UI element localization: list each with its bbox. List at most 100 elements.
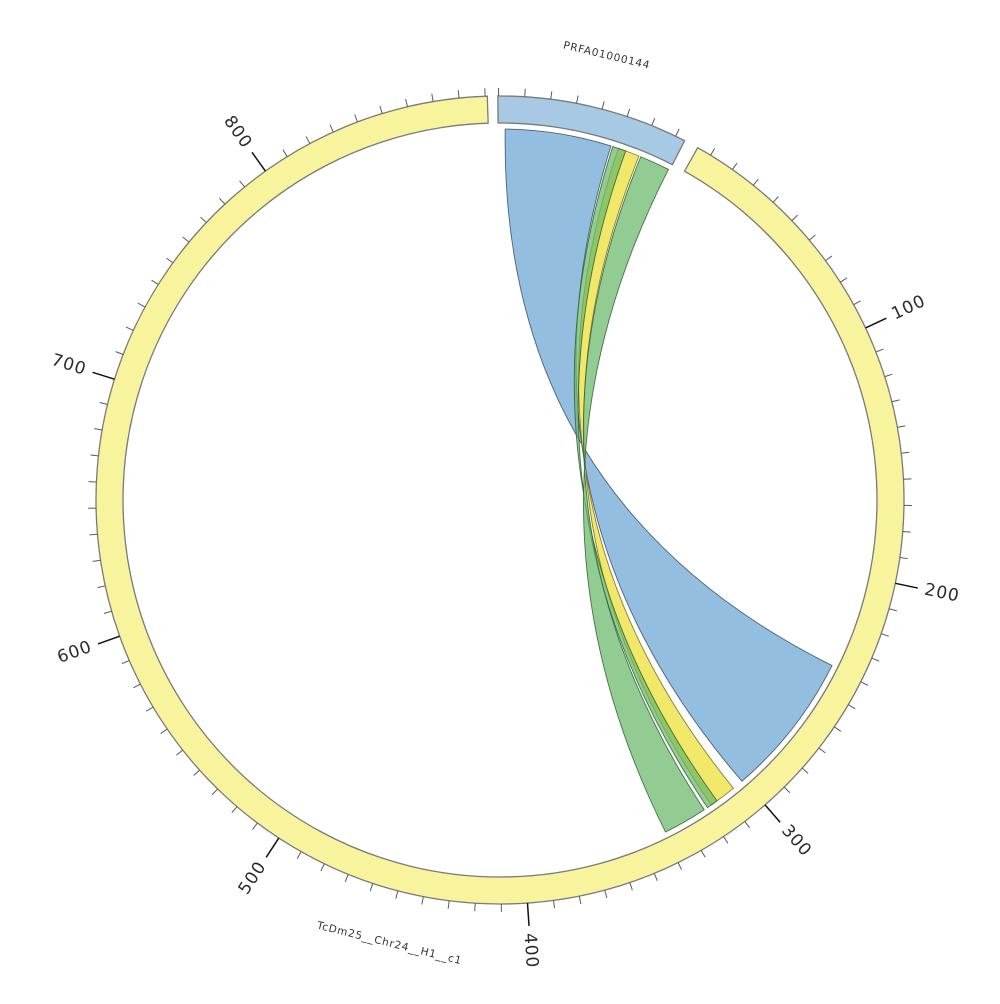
minor-tick bbox=[605, 890, 607, 898]
minor-tick bbox=[745, 821, 750, 827]
minor-tick bbox=[240, 181, 245, 187]
minor-tick bbox=[201, 217, 207, 222]
minor-tick bbox=[819, 748, 825, 753]
minor-tick bbox=[94, 429, 102, 430]
chromosome-label-PRFA01000144: PRFA01000144 bbox=[562, 39, 651, 71]
minor-tick bbox=[834, 727, 841, 731]
minor-tick bbox=[753, 179, 758, 185]
minor-tick bbox=[219, 198, 224, 204]
minor-tick bbox=[183, 237, 189, 242]
minor-tick bbox=[422, 897, 424, 905]
minor-tick bbox=[861, 682, 868, 686]
minor-tick bbox=[146, 707, 153, 711]
minor-tick bbox=[723, 837, 727, 844]
minor-tick bbox=[396, 891, 398, 899]
minor-tick bbox=[885, 374, 893, 376]
minor-tick bbox=[283, 150, 287, 157]
minor-tick bbox=[854, 301, 861, 305]
minor-tick bbox=[104, 611, 112, 613]
major-tick bbox=[527, 903, 529, 926]
tick-label: 200 bbox=[923, 580, 962, 607]
minor-tick bbox=[889, 609, 897, 611]
minor-tick bbox=[676, 129, 679, 136]
tick-label: 500 bbox=[235, 858, 271, 899]
tick-label: 100 bbox=[888, 291, 929, 324]
minor-tick bbox=[166, 258, 172, 263]
minor-tick bbox=[701, 850, 705, 857]
major-tick bbox=[98, 636, 120, 644]
chromosome-label-TcDm25__Chr24__H1__c1: TcDm25__Chr24__H1__c1 bbox=[315, 919, 464, 967]
major-tick bbox=[866, 318, 887, 328]
minor-tick bbox=[652, 118, 655, 125]
minor-tick bbox=[901, 452, 909, 453]
minor-tick bbox=[577, 95, 579, 103]
minor-tick bbox=[432, 94, 433, 102]
minor-tick bbox=[458, 90, 459, 98]
minor-tick bbox=[93, 560, 101, 561]
minor-tick bbox=[711, 148, 715, 155]
tick-label: 700 bbox=[49, 350, 89, 380]
minor-tick bbox=[152, 280, 159, 284]
minor-tick bbox=[602, 101, 604, 109]
minor-tick bbox=[306, 136, 310, 143]
minor-tick bbox=[161, 729, 168, 734]
minor-tick bbox=[253, 823, 258, 829]
tick-label: 800 bbox=[219, 112, 256, 152]
minor-tick bbox=[297, 852, 301, 859]
major-tick bbox=[895, 583, 918, 588]
minor-tick bbox=[903, 532, 911, 533]
minor-tick bbox=[321, 864, 324, 871]
minor-tick bbox=[678, 863, 682, 870]
major-tick bbox=[266, 838, 279, 857]
minor-tick bbox=[122, 661, 129, 664]
minor-tick bbox=[792, 215, 798, 221]
minor-tick bbox=[897, 426, 905, 427]
minor-tick bbox=[840, 278, 847, 282]
minor-tick bbox=[802, 768, 808, 773]
minor-tick bbox=[212, 789, 218, 795]
minor-tick bbox=[133, 684, 140, 688]
minor-tick bbox=[773, 196, 778, 202]
minor-tick bbox=[784, 787, 790, 793]
minor-tick bbox=[100, 402, 108, 404]
tick-label: 600 bbox=[55, 637, 95, 668]
minor-tick bbox=[809, 235, 815, 240]
minor-tick bbox=[370, 883, 373, 891]
minor-tick bbox=[732, 163, 737, 170]
minor-tick bbox=[330, 125, 333, 132]
tick-label: 400 bbox=[520, 932, 542, 969]
minor-tick bbox=[881, 634, 889, 637]
minor-tick bbox=[448, 901, 449, 909]
chromosome-band-TcDm25__Chr24__H1__c1 bbox=[96, 96, 904, 904]
minor-tick bbox=[876, 349, 883, 352]
minor-tick bbox=[579, 896, 581, 904]
minor-tick bbox=[627, 109, 630, 117]
minor-tick bbox=[892, 400, 900, 402]
minor-tick bbox=[406, 99, 408, 107]
minor-tick bbox=[97, 586, 105, 588]
major-tick bbox=[765, 805, 780, 822]
minor-tick bbox=[355, 114, 358, 121]
minor-tick bbox=[872, 658, 879, 661]
minor-tick bbox=[232, 807, 237, 813]
minor-tick bbox=[630, 883, 633, 891]
minor-tick bbox=[176, 750, 182, 755]
minor-tick bbox=[551, 91, 552, 99]
minor-tick bbox=[126, 327, 133, 330]
major-tick bbox=[252, 152, 265, 171]
minor-tick bbox=[654, 873, 657, 880]
minor-tick bbox=[194, 770, 200, 775]
minor-tick bbox=[380, 106, 382, 114]
minor-tick bbox=[825, 256, 831, 261]
minor-tick bbox=[554, 900, 555, 908]
minor-tick bbox=[848, 705, 855, 709]
tick-label: 300 bbox=[777, 821, 815, 861]
minor-tick bbox=[90, 455, 98, 456]
minor-tick bbox=[138, 303, 145, 307]
minor-tick bbox=[89, 534, 97, 535]
minor-tick bbox=[345, 874, 348, 881]
minor-tick bbox=[900, 558, 908, 559]
minor-tick bbox=[116, 352, 123, 355]
